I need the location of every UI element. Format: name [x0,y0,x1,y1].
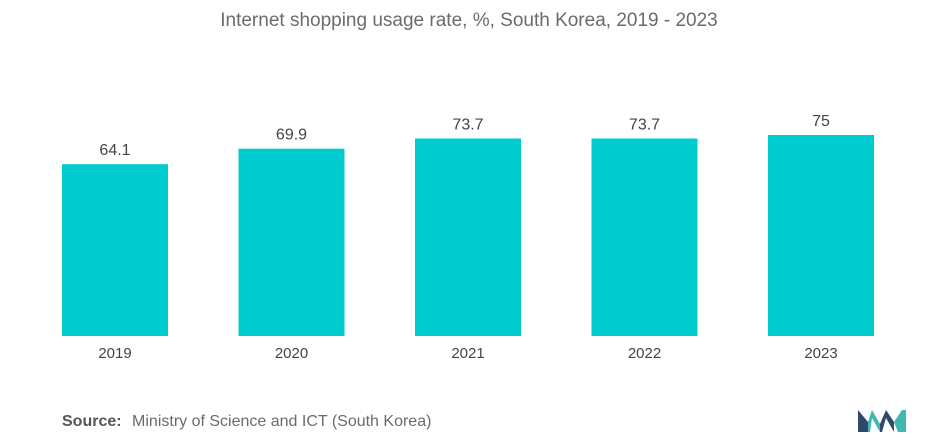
source-label: Source: [62,413,122,430]
x-tick-label-2019: 2019 [98,345,131,362]
x-tick-label-2020: 2020 [275,345,308,362]
bar-2021 [415,138,521,336]
x-tick-label-2023: 2023 [804,345,837,362]
bar-2019 [62,164,168,336]
source-note: Source: Ministry of Science and ICT (Sou… [62,413,431,431]
bars-layer [62,135,874,336]
bar-chart: 64.1 69.9 73.7 73.7 75 2019 2020 2021 2022 2023 [62,113,874,362]
value-label-2021: 73.7 [452,117,483,134]
value-label-2023: 75 [812,113,830,130]
value-label-2020: 69.9 [276,127,307,144]
value-label-2022: 73.7 [629,117,660,134]
tick-labels-layer: 2019 2020 2021 2022 2023 [98,345,837,362]
x-tick-label-2022: 2022 [628,345,661,362]
mordor-intelligence-logo-icon [858,410,906,432]
bar-2022 [591,138,698,336]
source-text: Ministry of Science and ICT (South Korea… [132,413,432,430]
chart-title: Internet shopping usage rate, %, South K… [220,10,718,31]
x-tick-label-2021: 2021 [451,345,484,362]
bar-2020 [238,148,345,336]
bar-2023 [768,135,874,336]
value-label-2019: 64.1 [99,142,130,159]
value-labels-layer: 64.1 69.9 73.7 73.7 75 [99,113,830,159]
